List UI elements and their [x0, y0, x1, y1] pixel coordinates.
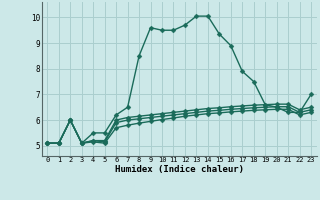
X-axis label: Humidex (Indice chaleur): Humidex (Indice chaleur) — [115, 165, 244, 174]
